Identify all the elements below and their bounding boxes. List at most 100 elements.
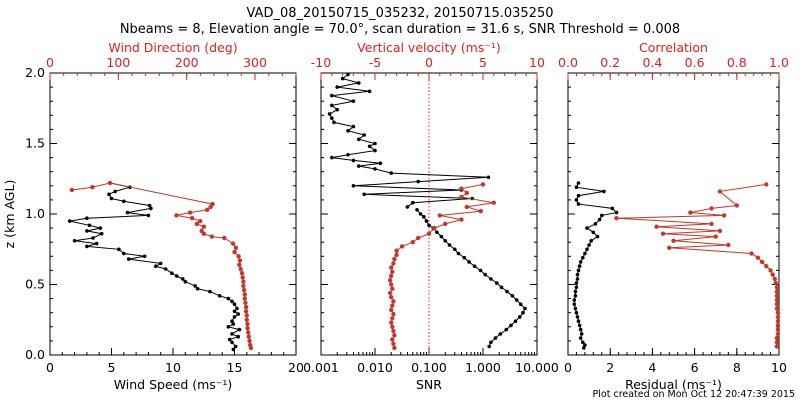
data-point: [755, 255, 761, 260]
data-point: [340, 76, 345, 81]
x-tick-label: 8: [733, 360, 741, 375]
data-point: [351, 124, 356, 129]
data-point: [154, 264, 158, 269]
data-point: [346, 153, 350, 157]
data-point: [367, 144, 372, 149]
data-point: [85, 244, 89, 249]
data-point: [183, 279, 188, 284]
data-point: [435, 230, 439, 235]
data-point: [759, 259, 765, 265]
figure-title: VAD_08_20150715_035232, 20150715.035250: [247, 6, 554, 21]
data-point: [660, 231, 666, 236]
data-point: [122, 251, 126, 256]
data-point: [572, 302, 577, 307]
data-point: [335, 85, 340, 89]
series-correlation: [614, 182, 781, 349]
data-point: [237, 327, 242, 332]
data-point: [487, 344, 492, 349]
series-wind-speed: [67, 181, 242, 352]
data-point: [717, 189, 723, 194]
data-point: [775, 327, 781, 332]
data-point: [351, 184, 356, 188]
data-point: [418, 212, 423, 216]
data-point: [189, 216, 195, 221]
top-tick-label: 0: [425, 55, 433, 70]
data-point: [614, 210, 619, 215]
data-point: [578, 336, 583, 340]
data-point: [389, 265, 394, 270]
data-point: [513, 319, 518, 324]
y-tick-label: 1.0: [25, 206, 45, 221]
data-point: [195, 286, 200, 291]
data-point: [498, 332, 503, 336]
data-point: [233, 344, 238, 349]
top-axis-label: Wind Direction (deg): [108, 40, 237, 55]
series-vertical-velocity-aux-: [387, 182, 496, 351]
panel-residual: 0 2 4 6 8 10 Residual (ms⁻¹) 0.0 0.2 0.4 0.6 0.8 1.0…: [558, 40, 789, 392]
data-point: [597, 217, 602, 222]
data-point: [389, 273, 394, 279]
data-point: [514, 298, 519, 302]
data-point: [600, 213, 604, 218]
panel-snr: 0.001 0.010 0.100 1.000 10.000 SNR -10 -5 0 5 10 Ve…: [303, 40, 559, 392]
y-tick-label: 0.5: [25, 277, 45, 292]
data-point: [768, 268, 773, 273]
data-point: [390, 316, 395, 321]
data-point: [394, 252, 399, 258]
data-point: [437, 213, 442, 218]
data-point: [85, 229, 89, 233]
data-point: [230, 332, 234, 336]
data-point: [443, 221, 448, 227]
data-point: [581, 340, 585, 345]
data-point: [577, 323, 582, 328]
data-point: [387, 290, 393, 296]
series-line: [389, 183, 494, 349]
data-point: [230, 319, 234, 324]
data-point: [327, 112, 332, 116]
data-point: [495, 281, 499, 285]
x-tick-label: 0.001: [303, 360, 339, 375]
x-tick-label: 15: [227, 360, 243, 375]
data-point: [472, 264, 477, 269]
data-point: [232, 309, 237, 314]
x-axis-label-bottom: Wind Speed (ms⁻¹): [114, 377, 233, 392]
data-point: [518, 315, 522, 319]
data-point: [443, 239, 448, 243]
series-line: [416, 209, 526, 347]
data-point: [239, 271, 245, 276]
data-point: [773, 280, 778, 286]
data-point: [390, 303, 395, 308]
data-point: [575, 277, 580, 281]
data-point: [330, 116, 334, 120]
data-point: [243, 300, 248, 305]
data-point: [194, 221, 200, 227]
data-point: [399, 244, 405, 249]
data-point: [241, 283, 246, 289]
data-point: [391, 261, 396, 266]
series-line: [328, 74, 489, 208]
data-point: [390, 269, 395, 274]
data-point: [72, 239, 77, 243]
data-point: [576, 202, 581, 206]
x-tick-label: 0: [564, 360, 572, 375]
data-point: [392, 333, 397, 338]
x-axis-label-bottom: SNR: [416, 377, 442, 392]
data-point: [734, 203, 739, 208]
data-point: [247, 338, 252, 344]
data-point: [775, 314, 781, 320]
data-point: [107, 192, 111, 197]
data-point: [439, 234, 444, 239]
data-point: [478, 268, 483, 273]
data-point: [575, 315, 580, 319]
data-point: [775, 319, 781, 324]
data-point: [122, 199, 126, 204]
data-point: [405, 205, 410, 209]
data-point: [581, 255, 585, 260]
data-point: [193, 284, 197, 288]
top-tick-label: 0: [46, 55, 54, 70]
plot-frame: [567, 72, 780, 356]
data-point: [774, 297, 780, 303]
data-point: [391, 328, 396, 334]
data-point: [362, 192, 367, 197]
